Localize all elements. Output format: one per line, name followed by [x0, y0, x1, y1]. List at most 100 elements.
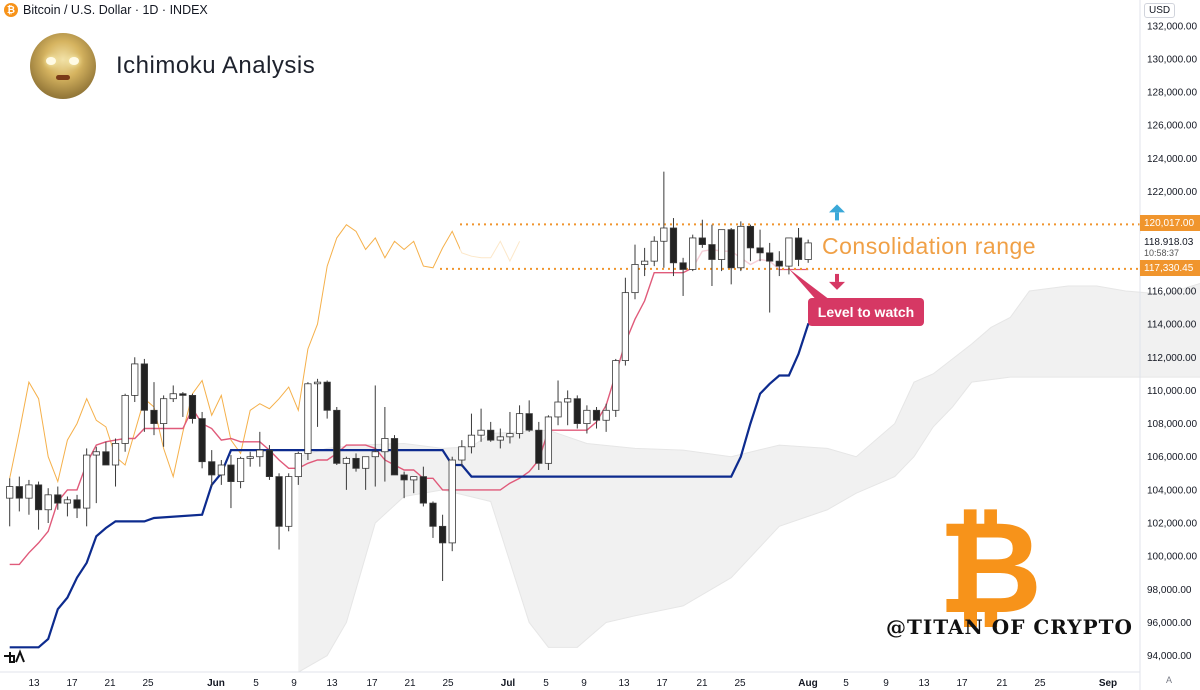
candle-body [669, 227, 678, 264]
candle-body [737, 225, 745, 269]
symbol-header[interactable]: ₿ Bitcoin / U.S. Dollar · 1D · INDEX [0, 0, 208, 20]
time-tick-label: 13 [326, 678, 338, 689]
candle-body [323, 381, 331, 411]
candle [766, 242, 774, 313]
price-tick-label: 124,000.00 [1147, 154, 1197, 165]
candle-body [487, 429, 495, 441]
candle [698, 219, 706, 248]
down-arrow-shaft [835, 273, 839, 282]
time-tick-label: Jun [207, 678, 225, 689]
indicator-lines [9, 224, 876, 649]
candle [506, 411, 514, 444]
price-tick-label: 112,000.00 [1147, 353, 1197, 364]
price-tick-label: 102,000.00 [1147, 519, 1197, 530]
candle [785, 237, 793, 275]
candle [525, 400, 533, 432]
candle-body [689, 237, 697, 270]
candle-body [515, 413, 524, 434]
candle-body [6, 486, 14, 499]
time-tick-label: 17 [66, 678, 78, 689]
candle-body [544, 416, 553, 464]
candle-body [650, 240, 658, 262]
candle [323, 380, 331, 419]
candle [564, 390, 572, 426]
candle [631, 244, 639, 300]
time-tick-label: 9 [883, 678, 889, 689]
candle-body [438, 525, 447, 544]
candle [477, 408, 485, 442]
candle-body [275, 476, 283, 527]
range-high-price-label: 120,017.00 [1140, 215, 1200, 231]
candle-body [44, 494, 52, 511]
candle [592, 406, 601, 429]
candle-body [236, 457, 245, 482]
bitcoin-logo: ₿ [938, 494, 1042, 643]
candle-body [496, 436, 504, 441]
candle-body [554, 401, 562, 418]
candle [227, 455, 235, 509]
candle-body [775, 260, 783, 267]
candle [381, 406, 389, 482]
candle-body [583, 409, 591, 424]
level-callout-pointer [788, 268, 830, 302]
candle-body [83, 454, 91, 509]
range-low-price-label: 117,330.45 [1140, 260, 1200, 276]
cloud-upper-span [298, 282, 1200, 458]
price-tick-label: 126,000.00 [1147, 121, 1197, 132]
candle [775, 251, 783, 277]
candle [285, 473, 293, 532]
candle [660, 171, 668, 268]
price-tick-label: 104,000.00 [1147, 485, 1197, 496]
candle [294, 451, 302, 485]
candle-body [34, 484, 43, 511]
candle [111, 438, 120, 487]
tradingview-logo-icon [4, 649, 25, 663]
candle [15, 476, 23, 512]
candle [362, 456, 370, 490]
candlesticks [6, 171, 812, 582]
currency-button[interactable]: USD [1144, 3, 1176, 18]
time-tick-label: 21 [404, 678, 416, 689]
candle-body [15, 486, 23, 499]
candle-body [727, 229, 735, 269]
candle-body [525, 413, 533, 431]
candle-body [429, 502, 437, 527]
cloud-fill [298, 283, 1200, 673]
candle-body [564, 398, 572, 403]
candle [641, 247, 649, 277]
candle [583, 405, 591, 434]
time-tick-label: 13 [618, 678, 630, 689]
candle [679, 257, 687, 296]
candle [140, 358, 148, 432]
price-tick-label: 128,000.00 [1147, 88, 1197, 99]
time-tick-label: 13 [918, 678, 930, 689]
candle [371, 385, 379, 487]
cloud-lower-span [298, 376, 1200, 673]
consolidation-range-label: Consolidation range [822, 233, 1037, 259]
time-tick-label: Sep [1099, 678, 1117, 689]
time-tick-label: 5 [253, 678, 259, 689]
candle [54, 486, 62, 510]
bitcoin-coin-icon: ₿ [4, 3, 18, 17]
avatar-eye-left [46, 57, 56, 65]
candle [246, 451, 254, 467]
candle [515, 405, 524, 439]
chart-title: Ichimoku Analysis [116, 52, 316, 79]
price-tick-label: 94,000.00 [1147, 651, 1192, 662]
candle-body [612, 360, 620, 411]
candle-body [179, 393, 187, 396]
candle [621, 277, 629, 366]
candle-body [169, 393, 177, 400]
price-tick-label: 132,000.00 [1147, 21, 1197, 32]
candle-body [362, 456, 370, 469]
time-tick-label: 5 [843, 678, 849, 689]
candle [650, 236, 658, 267]
candle-body [188, 394, 197, 419]
auto-scale-button[interactable]: A [1166, 675, 1173, 685]
candle [458, 440, 466, 467]
candle [390, 435, 399, 476]
time-tick-label: 21 [104, 678, 116, 689]
candle [496, 428, 504, 449]
